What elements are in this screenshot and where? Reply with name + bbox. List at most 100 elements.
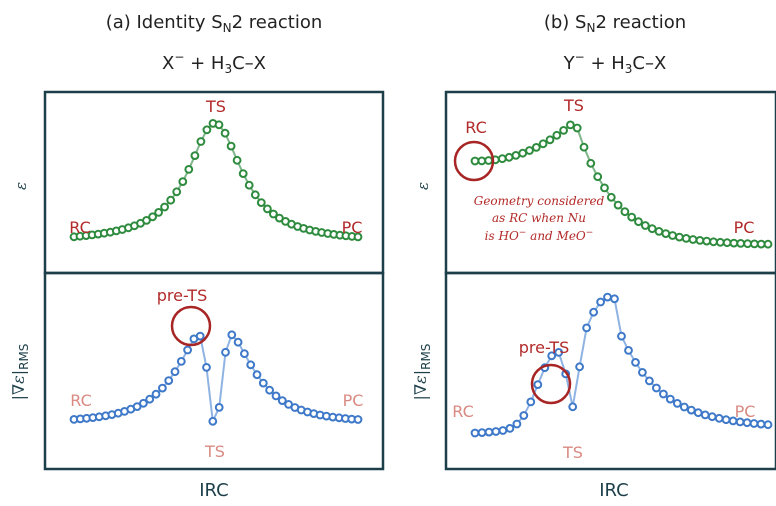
energy-point (661, 229, 671, 239)
energy-point (172, 187, 182, 197)
panel-b-gradient-points (470, 292, 773, 438)
panel-b-title: (b) SN2 reaction (544, 12, 686, 35)
energy-point (640, 221, 650, 230)
panel-b-energy-pc-label: PC (734, 218, 755, 237)
energy-point (681, 234, 691, 243)
panel-a-gradient-axis-label: |∇ε|RMS (9, 344, 31, 401)
energy-point (736, 239, 746, 248)
gradient-point (139, 398, 148, 408)
gradient-point (258, 378, 268, 388)
gradient-point (686, 405, 696, 415)
gradient-point (714, 413, 724, 423)
energy-point (579, 142, 589, 152)
energy-point (695, 236, 705, 245)
gradient-point (617, 331, 626, 341)
energy-point (497, 154, 507, 164)
gradient-point (208, 416, 218, 426)
energy-point (196, 137, 206, 146)
gradient-point (246, 360, 256, 370)
panel-b-note-line-3: is HO− and MeO− (485, 228, 594, 243)
energy-point (606, 192, 616, 202)
gradient-point (533, 380, 543, 390)
panel-a-pre-ts-label: pre-TS (157, 286, 207, 305)
energy-point (572, 123, 582, 133)
gradient-point (512, 419, 522, 429)
gradient-point (145, 394, 155, 404)
panel-b-note-line-1: Geometry considered (474, 194, 605, 208)
panel-b-pre-ts-highlight-circle (530, 363, 572, 405)
energy-point (353, 232, 363, 242)
panel-b-energy-axis-label: ε (414, 182, 432, 190)
energy-point (559, 125, 568, 135)
energy-point (214, 120, 224, 130)
gradient-point (582, 323, 591, 333)
panel-b-rc-note: Geometry considered as RC when Nu is HO−… (474, 194, 605, 243)
panel-a: (a) Identity SN2 reaction X− + H3C–X ε |… (9, 12, 385, 501)
panel-b-energy-rc-label: RC (465, 118, 487, 137)
energy-point (545, 135, 555, 145)
energy-point (668, 231, 677, 240)
panel-a-title: (a) Identity SN2 reaction (106, 12, 323, 35)
gradient-point (491, 427, 501, 436)
gradient-point (477, 428, 487, 438)
gradient-point (195, 331, 205, 341)
gradient-point (271, 391, 281, 401)
energy-point (600, 183, 609, 193)
panel-a-energy-points (69, 119, 363, 242)
panel-a-energy-curve (73, 122, 359, 238)
gradient-point (151, 389, 161, 399)
panel-a-energy-axis-label: ε (12, 182, 30, 190)
panel-a-energy-pc-label: PC (342, 218, 363, 237)
energy-point (593, 172, 603, 182)
panel-b: (b) SN2 reaction Y− + H3C–X ε |∇ε|RMS IR… (411, 12, 776, 501)
energy-point (525, 146, 534, 155)
panel-a-equation: X− + H3C–X (162, 50, 266, 76)
energy-point (160, 202, 170, 212)
energy-point (552, 130, 562, 140)
energy-point (688, 235, 698, 244)
energy-point (538, 139, 548, 149)
energy-point (142, 216, 151, 225)
energy-point (627, 212, 637, 222)
panel-b-pre-ts-label: pre-TS (519, 338, 569, 357)
energy-point (238, 169, 248, 179)
gradient-point (693, 408, 703, 418)
gradient-point (183, 345, 193, 355)
panel-a-gradient-frame (43, 271, 385, 471)
gradient-point (498, 426, 508, 435)
gradient-point (170, 367, 180, 377)
energy-point (178, 177, 188, 187)
gradient-point (265, 385, 275, 395)
gradient-point (227, 330, 237, 340)
panel-b-equation: Y− + H3C–X (563, 50, 667, 76)
energy-point (269, 209, 278, 219)
gradient-point (624, 346, 633, 355)
energy-point (722, 238, 732, 248)
gradient-point (645, 376, 654, 386)
energy-point (715, 237, 725, 247)
gradient-point (505, 424, 515, 433)
gradient-point (631, 358, 640, 367)
energy-point (256, 198, 266, 208)
energy-point (518, 148, 528, 158)
gradient-point (665, 394, 675, 404)
panel-b-energy-ts-label: TS (563, 96, 584, 115)
gradient-point (679, 402, 689, 412)
panel-b-rc-highlight-circle (453, 140, 495, 182)
panel-a-pre-ts-highlight-circle (170, 305, 212, 347)
gradient-point (756, 419, 766, 429)
energy-point (477, 156, 487, 166)
panel-a-energy-rc-label: RC (69, 218, 91, 237)
gradient-point (221, 347, 230, 357)
energy-point (250, 190, 260, 200)
energy-point (586, 158, 596, 168)
energy-point (166, 195, 176, 205)
gradient-point (707, 412, 717, 422)
energy-point (613, 200, 623, 210)
gradient-point (610, 294, 619, 304)
panel-a-gradient-pc-label: PC (343, 391, 364, 410)
energy-point (184, 165, 194, 174)
gradient-point (240, 349, 249, 359)
panel-b-gradient-frame (444, 271, 776, 471)
